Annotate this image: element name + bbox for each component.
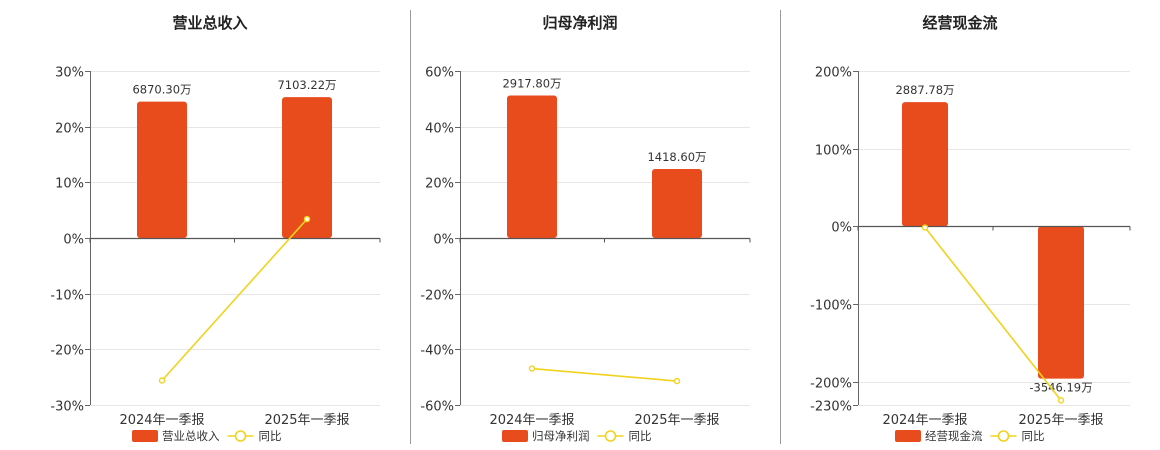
x-category-label: 2025年一季报 [634, 413, 719, 428]
y-tick-label: -30% [50, 400, 84, 415]
legend-swatch-point [997, 430, 1010, 442]
x-category-label: 2024年一季报 [489, 413, 574, 428]
legend: 营业总收入 同比 [132, 429, 282, 443]
bar-data-label: -3546.19万 [1029, 381, 1092, 395]
legend: 归母净利润 同比 [502, 429, 652, 443]
bar-data-label: 2917.80万 [502, 76, 561, 90]
line-point [921, 224, 929, 231]
line-point [1057, 397, 1065, 404]
x-category-label: 2025年一季报 [264, 413, 349, 428]
y-tick-label: 60% [425, 66, 454, 81]
chart-panel-1: 营业总收入 30% 20% 10% 0% -10% -20% -30% 6870.30万 7103… [50, 14, 381, 443]
legend-label-bar: 营业总收入 [162, 429, 220, 443]
legend-label-line: 同比 [259, 429, 282, 443]
legend-label-bar: 归母净利润 [532, 429, 590, 443]
y-tick-label: 0% [831, 221, 852, 236]
line-series-yoy [531, 367, 678, 382]
bar [1038, 226, 1084, 379]
bar [507, 95, 557, 238]
line-point [303, 215, 311, 223]
x-category-label: 2024年一季报 [119, 413, 204, 428]
y-tick-label: 30% [55, 66, 84, 81]
bar-data-label: 7103.22万 [277, 78, 336, 92]
y-tick-label: -100% [810, 299, 852, 314]
legend-label-bar: 经营现金流 [925, 429, 983, 443]
bar [902, 102, 948, 227]
chart-title: 经营现金流 [922, 14, 997, 32]
line-series-yoy [924, 227, 1062, 401]
line-point [158, 377, 166, 384]
legend-swatch-bar [132, 430, 158, 442]
y-tick-label: -10% [50, 289, 84, 304]
chart-title: 归母净利润 [542, 14, 617, 32]
y-tick-label: 0% [433, 233, 454, 248]
chart-title: 营业总收入 [172, 14, 247, 32]
y-tick-label: -200% [810, 377, 852, 392]
line-point [673, 377, 681, 385]
chart-panel-2: 归母净利润 60% 40% 20% 0% -20% -40% -60% 2917.80万 1418… [420, 14, 751, 443]
y-tick-label: 100% [815, 144, 852, 159]
legend-swatch-bar [502, 430, 528, 442]
y-tick-label: 0% [63, 233, 84, 248]
y-tick-label: -60% [420, 400, 454, 415]
legend-label-line: 同比 [629, 429, 652, 443]
y-tick-label: -20% [50, 344, 84, 359]
line-series-yoy [161, 218, 308, 382]
y-tick-label: -40% [420, 344, 454, 359]
y-tick-label: 20% [425, 177, 454, 192]
legend-swatch-bar [895, 430, 921, 442]
bar-data-label: 1418.60万 [647, 150, 706, 164]
bar-data-label: 2887.78万 [895, 83, 954, 97]
y-tick-label: -20% [420, 289, 454, 304]
y-tick-label: 20% [55, 122, 84, 137]
bar [652, 168, 702, 238]
y-tick-label: -230% [810, 400, 852, 415]
legend-swatch-point [604, 430, 617, 442]
chart-panel-3: 经营现金流 200% 100% 0% -100% -200% -230% 2887.78万 -3… [810, 14, 1131, 443]
x-category-label: 2024年一季报 [882, 413, 967, 428]
legend: 经营现金流 同比 [895, 429, 1045, 443]
bar [137, 101, 187, 238]
y-tick-label: 40% [425, 122, 454, 137]
legend-label-line: 同比 [1022, 429, 1045, 443]
y-tick-label: 10% [55, 177, 84, 192]
line-point [528, 365, 536, 372]
bar-data-label: 6870.30万 [132, 83, 191, 97]
x-category-label: 2025年一季报 [1018, 413, 1103, 428]
y-tick-label: 200% [815, 66, 852, 81]
bar [282, 97, 332, 238]
legend-swatch-point [234, 430, 247, 442]
